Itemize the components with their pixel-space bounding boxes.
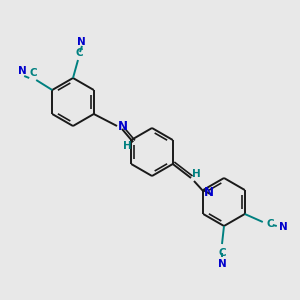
Text: C: C bbox=[267, 219, 274, 229]
Text: N: N bbox=[76, 37, 85, 47]
Text: C: C bbox=[29, 68, 37, 78]
Text: H: H bbox=[123, 141, 131, 151]
Text: C: C bbox=[75, 48, 83, 58]
Text: N: N bbox=[204, 185, 214, 199]
Text: N: N bbox=[118, 121, 128, 134]
Text: N: N bbox=[218, 259, 226, 269]
Text: C: C bbox=[218, 248, 226, 258]
Text: N: N bbox=[279, 222, 287, 232]
Text: H: H bbox=[192, 169, 200, 179]
Text: N: N bbox=[18, 66, 27, 76]
